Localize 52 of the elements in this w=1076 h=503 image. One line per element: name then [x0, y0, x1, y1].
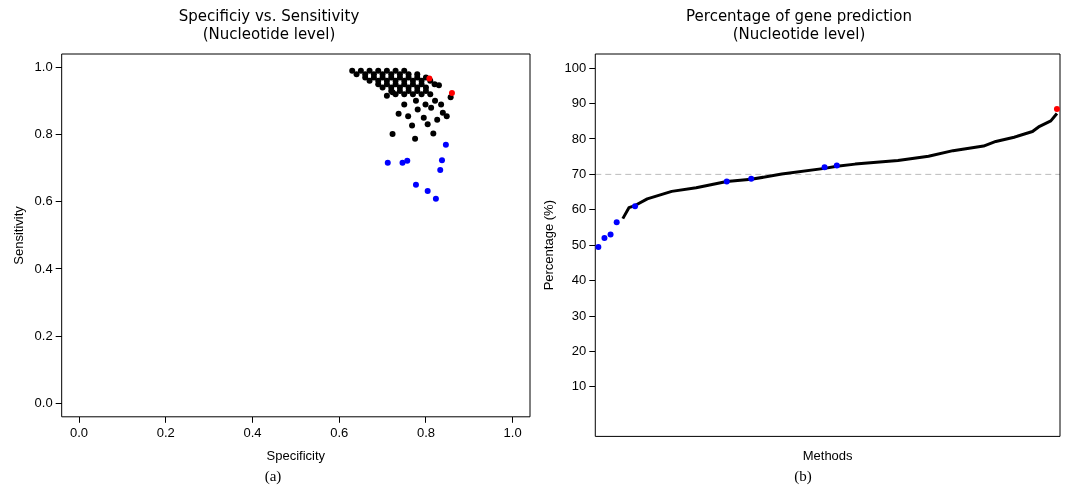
point [442, 141, 449, 148]
point [424, 188, 431, 195]
chart-subtitle: (Nucleotide level) [732, 24, 866, 43]
y-tick-label: 0.0 [34, 394, 53, 410]
x-tick-label: 0.6 [330, 425, 349, 441]
point [613, 219, 620, 226]
y-tick-label: 0.6 [34, 193, 53, 209]
point [438, 157, 445, 164]
chart-subtitle: (Nucleotide level) [202, 24, 336, 43]
point [404, 157, 411, 164]
x-axis-title: Specificity [266, 447, 326, 463]
chart-title: Specificiy vs. Sensitivity [178, 6, 360, 25]
y-tick-label: 30 [571, 307, 587, 323]
x-tick-label: 1.0 [503, 425, 522, 441]
point [412, 181, 419, 188]
y-tick-label: 0.8 [34, 126, 53, 142]
y-tick-label: 40 [571, 272, 587, 288]
point [723, 178, 730, 185]
chart-title: Percentage of gene prediction [686, 6, 912, 25]
y-tick-label: 90 [571, 95, 587, 111]
point [1053, 105, 1060, 112]
y-tick-label: 50 [571, 236, 587, 252]
point [632, 203, 639, 210]
y-tick-label: 0.4 [34, 260, 53, 276]
point [821, 164, 828, 171]
point [437, 166, 444, 173]
point [833, 162, 840, 169]
point [748, 175, 755, 182]
point [607, 231, 614, 238]
point [384, 159, 391, 166]
text: (b) [793, 468, 813, 485]
y-tick-label: 60 [571, 201, 587, 217]
y-tick-label: 100 [564, 59, 587, 75]
y-tick-label: 70 [571, 165, 587, 181]
x-tick-label: 0.2 [156, 425, 175, 441]
y-tick-label: 20 [571, 343, 587, 358]
y-tick-label: 1.0 [34, 59, 53, 75]
y-tick-label: 10 [571, 378, 587, 394]
point [601, 235, 608, 242]
point [432, 195, 439, 202]
point [595, 243, 602, 250]
x-axis-title: Methods [802, 447, 854, 463]
y-tick-label: 80 [571, 130, 587, 146]
y-axis-title: Sensitivity [11, 205, 27, 265]
x-tick-label: 0.8 [416, 425, 435, 441]
y-axis-title: Percentage (%) [541, 200, 557, 291]
x-tick-label: 0.0 [69, 425, 89, 441]
point [448, 89, 455, 96]
y-tick-label: 0.2 [34, 327, 53, 343]
point [399, 159, 406, 166]
text: (a) [263, 468, 283, 485]
x-tick-label: 0.4 [243, 425, 262, 441]
